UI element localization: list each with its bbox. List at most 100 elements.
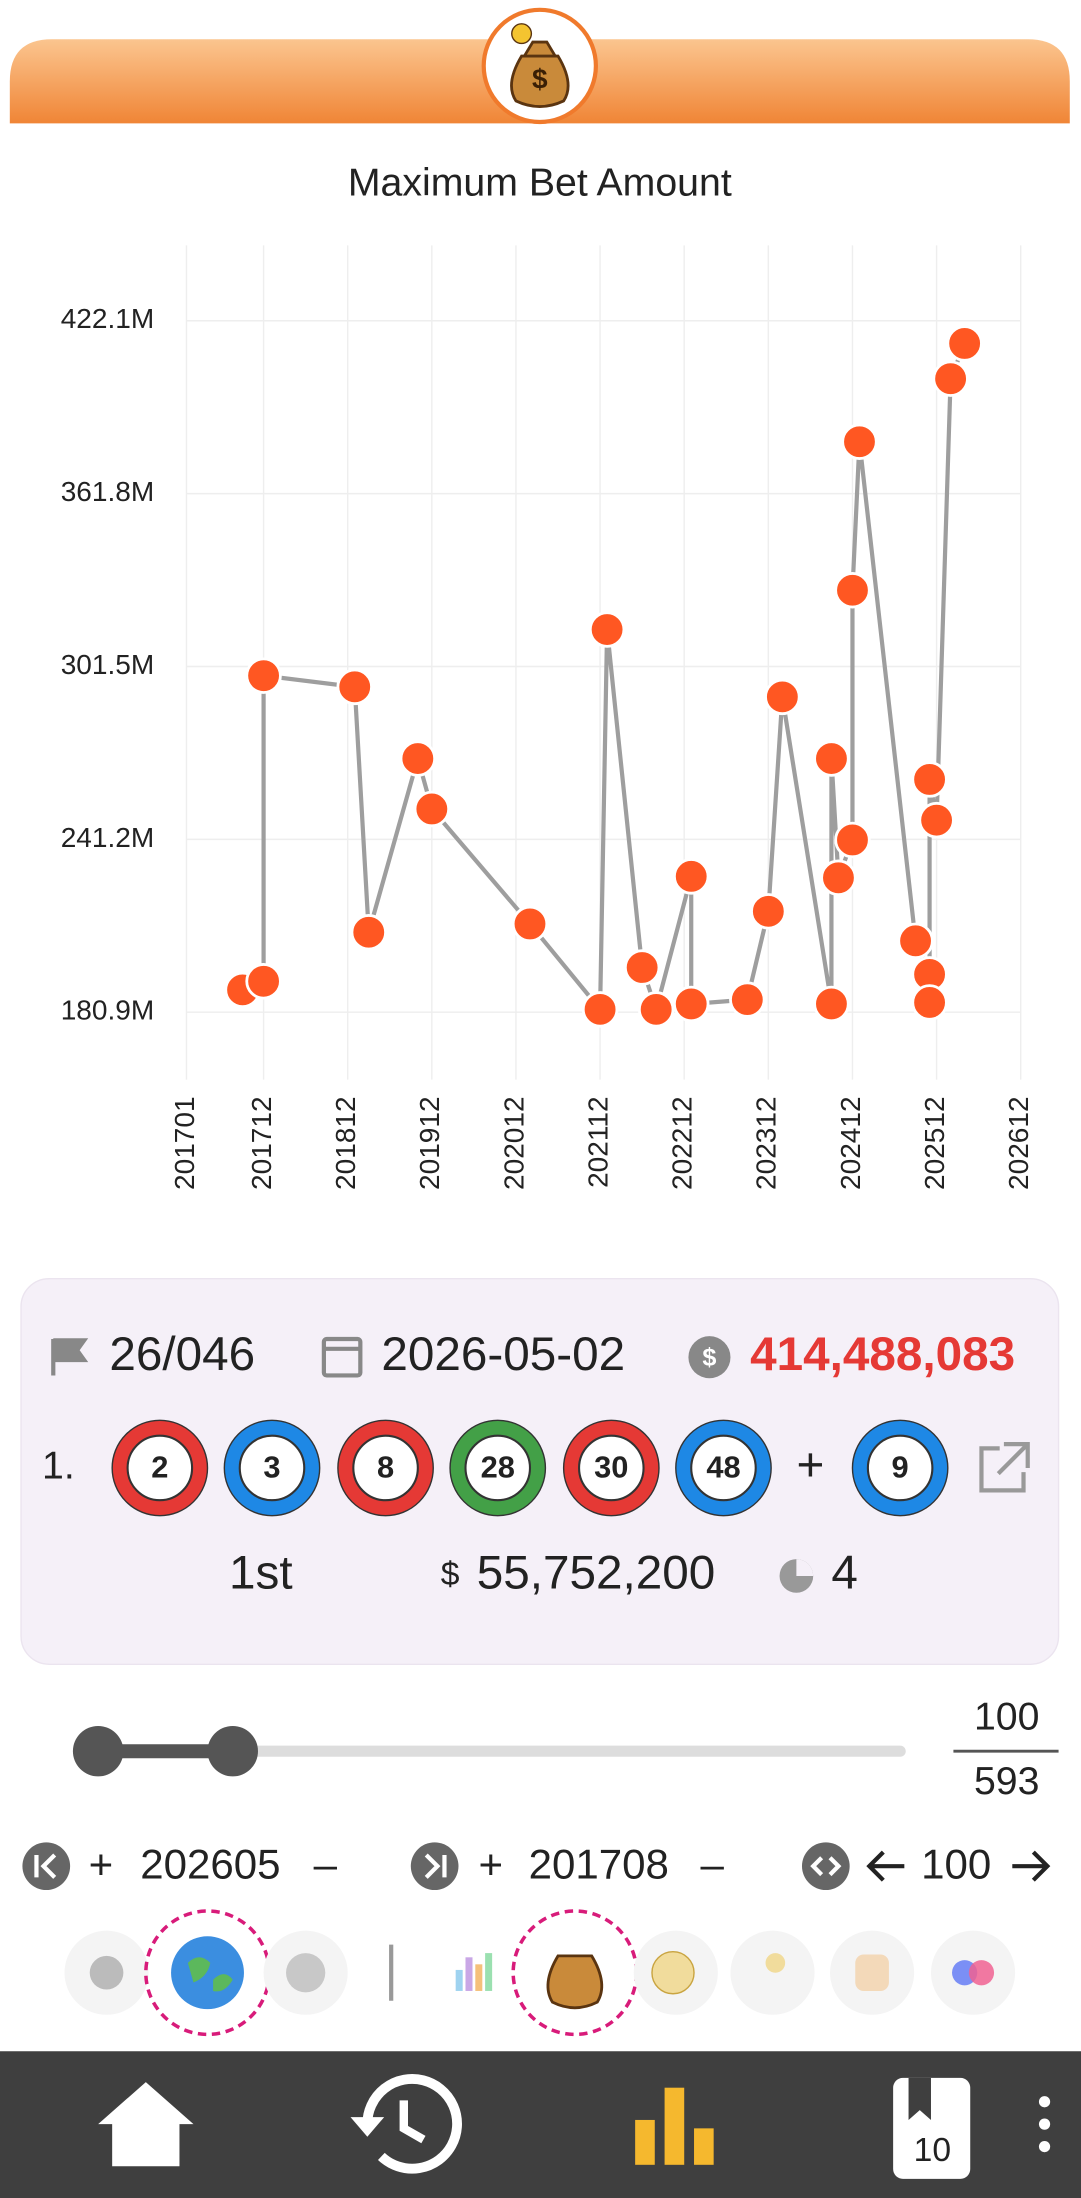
globe-icon[interactable] xyxy=(171,1936,244,2010)
point xyxy=(350,914,387,951)
currency: $ xyxy=(441,1556,460,1593)
x-tick-label: 202612 xyxy=(1003,1096,1034,1190)
bookmark-badge: 10 xyxy=(914,2132,951,2169)
slider-total: 593 xyxy=(974,1759,1040,1803)
minus-button[interactable]: – xyxy=(701,1841,725,1888)
bookmark-button[interactable] xyxy=(893,2077,971,2179)
point xyxy=(245,657,282,694)
history-button[interactable] xyxy=(350,2074,462,2174)
home-button[interactable] xyxy=(98,2082,194,2167)
left-arrow[interactable] xyxy=(866,1850,905,1882)
svg-text:$: $ xyxy=(702,1343,716,1371)
point xyxy=(820,859,857,897)
x-tick-label: 201912 xyxy=(414,1096,445,1190)
winners: 4 xyxy=(831,1547,858,1600)
point xyxy=(911,761,948,798)
svg-text:$: $ xyxy=(532,64,548,95)
x-tick-label: 202012 xyxy=(498,1096,529,1190)
point xyxy=(764,678,801,716)
point xyxy=(834,572,871,609)
last-button[interactable] xyxy=(410,1842,459,1891)
prize: 55,752,200 xyxy=(477,1547,716,1600)
point xyxy=(911,984,948,1021)
range-button[interactable] xyxy=(801,1842,850,1891)
plus-sign: + xyxy=(796,1439,824,1492)
icon-row xyxy=(64,1909,1016,2037)
point xyxy=(413,790,451,828)
chart-title: Maximum Bet Amount xyxy=(348,160,732,204)
point xyxy=(336,668,373,706)
ball-inner xyxy=(690,1434,757,1502)
x-tick-label: 201812 xyxy=(330,1096,361,1190)
point xyxy=(245,963,282,1000)
draw-number: 26/046 xyxy=(109,1328,255,1381)
point xyxy=(834,821,871,859)
jackpot: 414,488,083 xyxy=(750,1328,1015,1381)
stats-button[interactable] xyxy=(635,2087,714,2165)
y-tick-label: 422.1M xyxy=(61,303,155,334)
y-tick-label: 301.5M xyxy=(61,649,155,680)
point xyxy=(672,858,710,895)
row-label: 1. xyxy=(42,1443,75,1487)
pie-icon xyxy=(779,1559,814,1593)
point xyxy=(946,325,983,362)
slider-knob[interactable] xyxy=(207,1725,258,1777)
point xyxy=(918,801,955,839)
ball-inner xyxy=(464,1434,532,1502)
ball-inner xyxy=(578,1434,645,1502)
chart: 180.9M 241.2M 301.5M 361.8M 422.1M 201701 2017… xyxy=(61,245,1034,1190)
money-bag-icon: $ xyxy=(510,23,570,108)
tier: 1st xyxy=(229,1547,293,1600)
point xyxy=(750,893,787,930)
point xyxy=(897,922,934,960)
y-tick-label: 180.9M xyxy=(61,995,155,1026)
coin-icon: $ xyxy=(688,1336,731,1379)
icon-button[interactable] xyxy=(730,1930,815,2015)
ball-inner xyxy=(126,1434,194,1502)
slider-value: 100 xyxy=(974,1694,1040,1738)
ball-number: 30 xyxy=(594,1450,628,1485)
minus-button[interactable]: – xyxy=(314,1841,338,1888)
ball-number: 9 xyxy=(892,1450,909,1485)
point xyxy=(581,991,619,1028)
bag-icon[interactable] xyxy=(546,1954,604,2010)
ball-number: 48 xyxy=(706,1450,740,1485)
x-tick-label: 202512 xyxy=(919,1096,950,1190)
point xyxy=(841,423,878,460)
plus-button[interactable]: + xyxy=(89,1841,114,1888)
end-value: 201708 xyxy=(529,1841,669,1888)
menu-button[interactable] xyxy=(1038,2096,1051,2153)
ball-inner xyxy=(352,1434,419,1502)
x-tick-label: 201712 xyxy=(246,1096,277,1190)
point xyxy=(399,740,437,777)
first-button[interactable] xyxy=(22,1842,71,1891)
plus-button[interactable]: + xyxy=(478,1841,503,1888)
ball-inner xyxy=(238,1434,306,1502)
right-arrow[interactable] xyxy=(1012,1850,1051,1882)
point xyxy=(729,981,766,1018)
ball-number: 8 xyxy=(377,1450,394,1485)
point xyxy=(623,949,661,986)
point xyxy=(932,360,969,397)
ball-number: 2 xyxy=(151,1450,168,1485)
y-tick-label: 361.8M xyxy=(61,476,155,507)
x-tick-label: 201701 xyxy=(169,1096,200,1190)
chart-icon[interactable] xyxy=(455,1953,493,1991)
y-tick-label: 241.2M xyxy=(61,822,155,853)
ball-number: 28 xyxy=(481,1450,515,1485)
ball-number: 3 xyxy=(263,1450,280,1485)
balls: 2 3 8 28 30 48 9 xyxy=(111,1419,949,1517)
flag-icon xyxy=(51,1338,89,1376)
x-tick-label: 202112 xyxy=(582,1096,613,1187)
x-tick-label: 202412 xyxy=(835,1096,866,1190)
point xyxy=(813,740,850,777)
open-link-icon[interactable] xyxy=(979,1442,1030,1493)
step-value: 100 xyxy=(921,1841,991,1888)
start-value: 202605 xyxy=(140,1841,280,1888)
point xyxy=(511,905,549,943)
point xyxy=(672,985,710,1023)
slider-knob[interactable] xyxy=(72,1725,124,1777)
